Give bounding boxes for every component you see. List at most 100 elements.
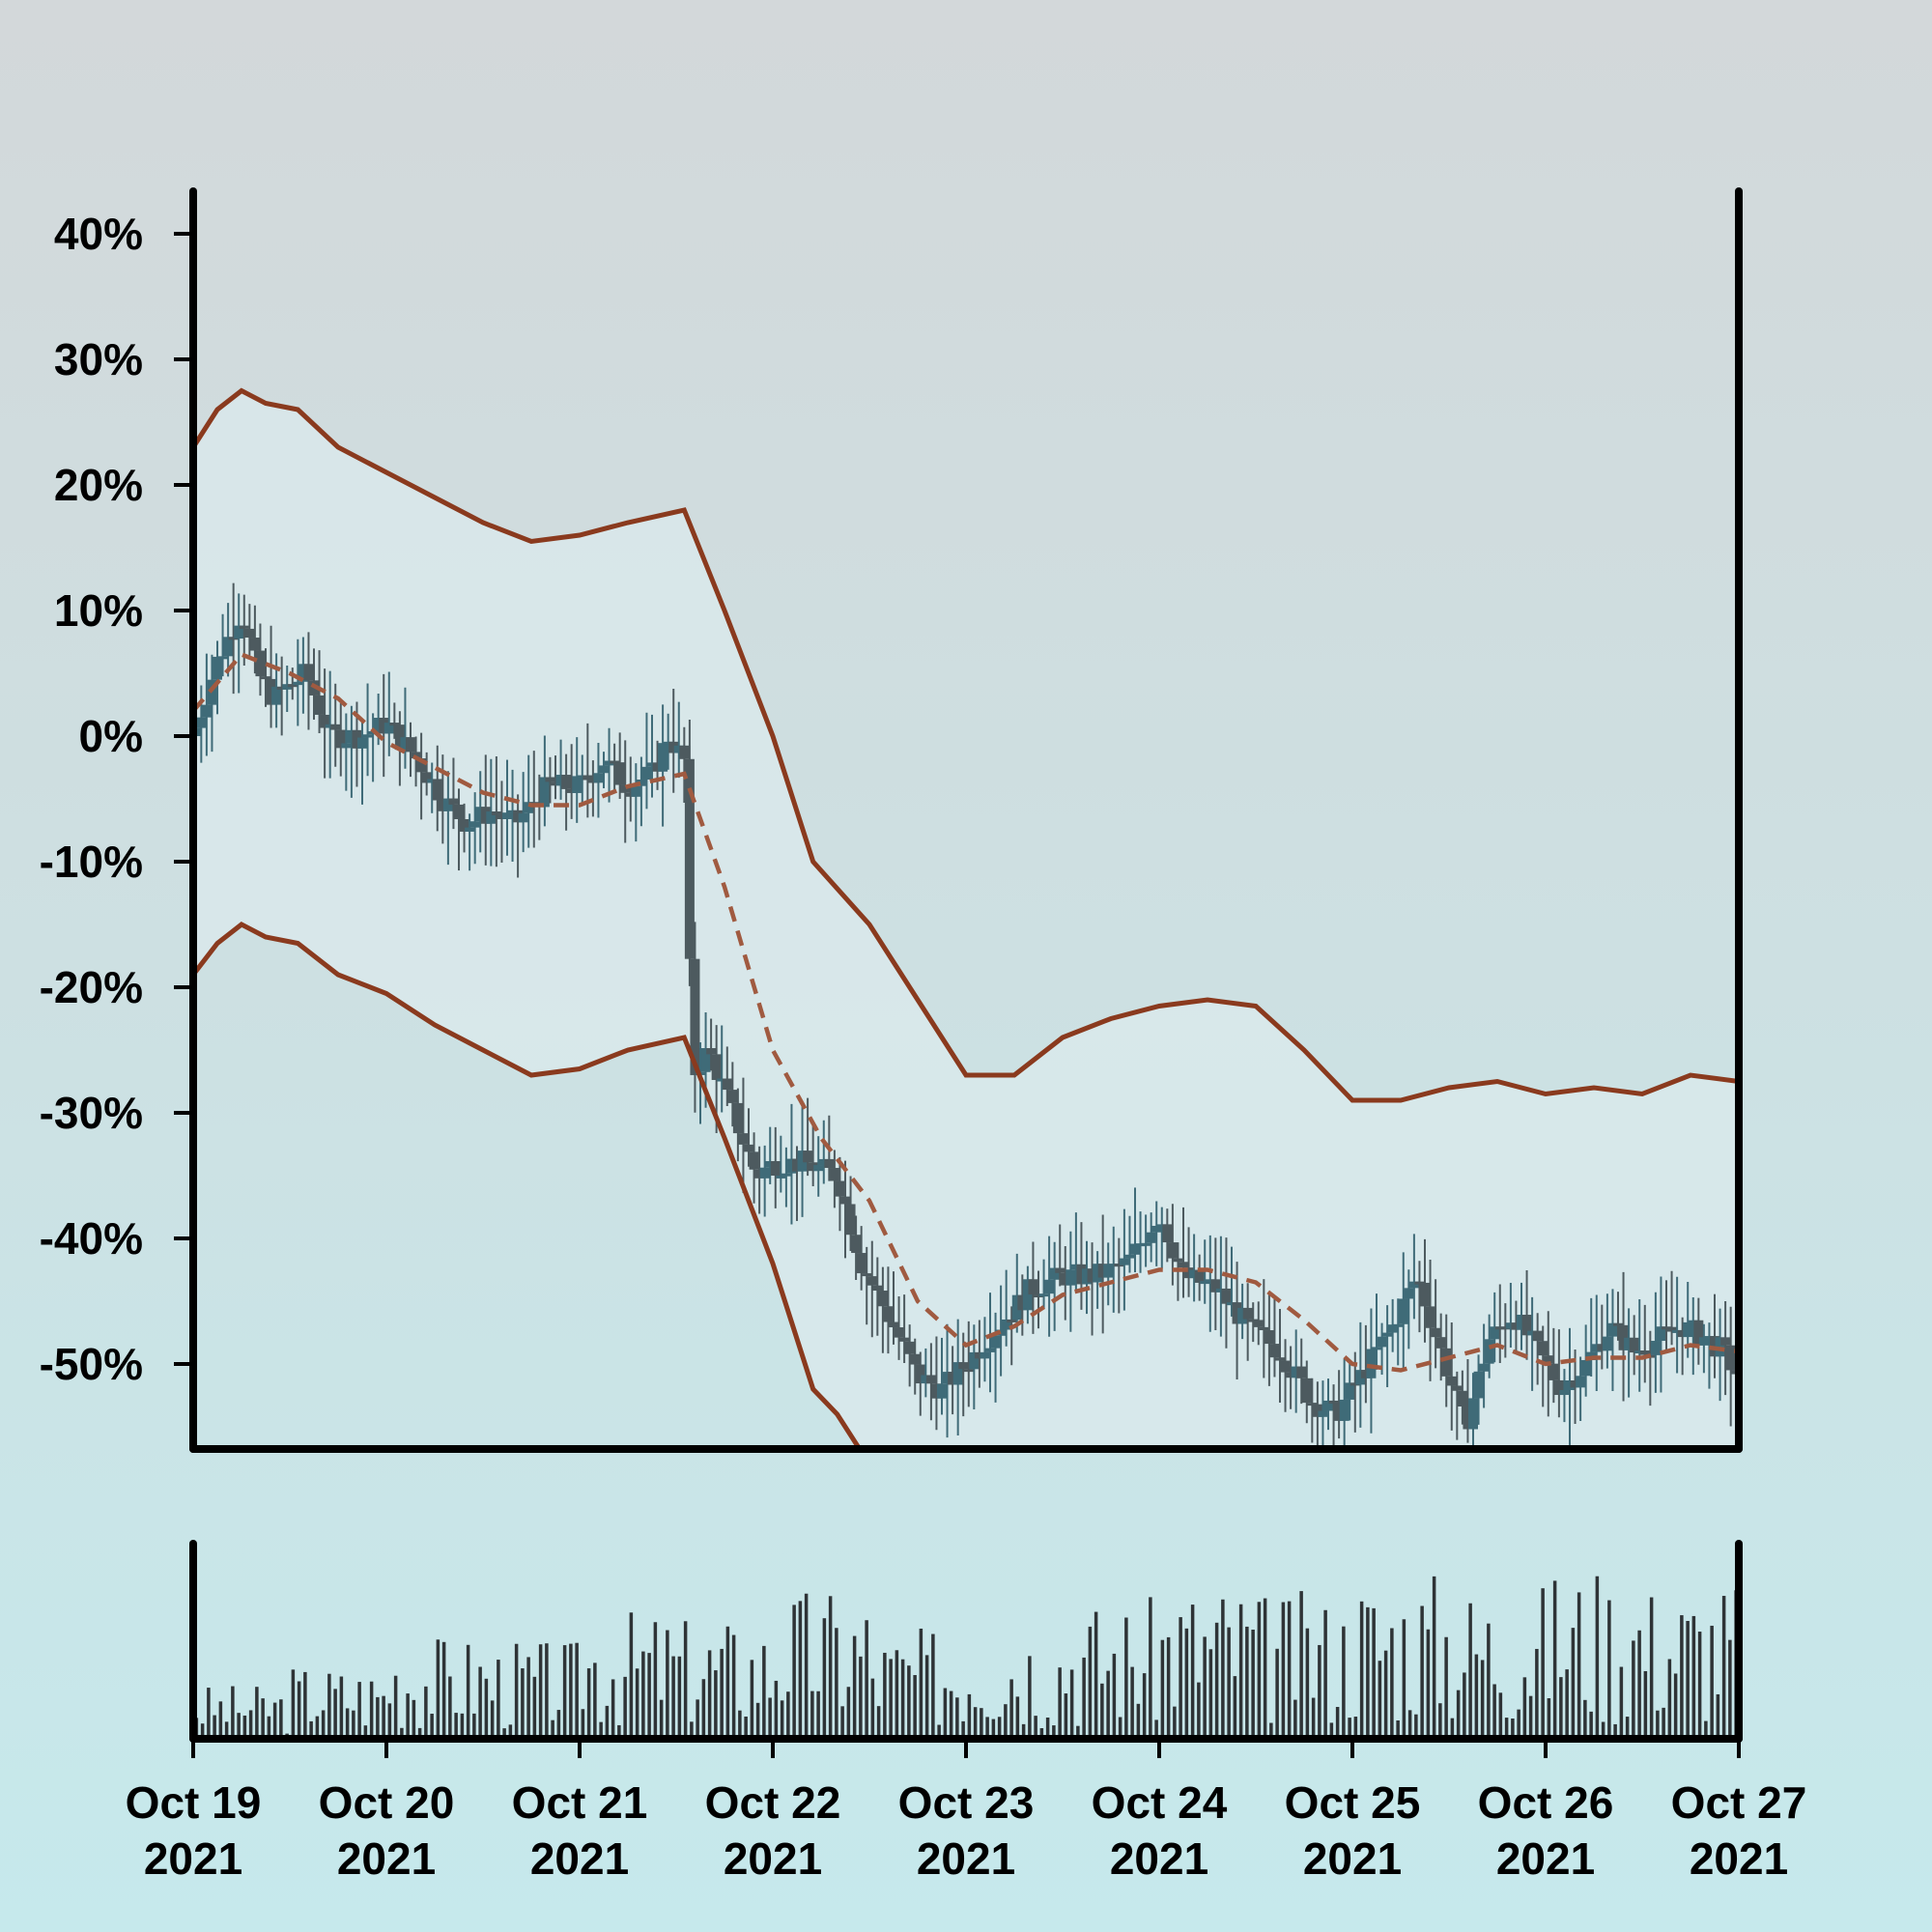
volume-bar — [714, 1670, 718, 1739]
volume-bar — [1656, 1710, 1660, 1739]
candle — [448, 757, 459, 830]
volume-bar — [490, 1700, 495, 1739]
candle — [1408, 1234, 1419, 1320]
candle — [524, 754, 534, 848]
candle — [497, 781, 507, 863]
x-tick-label-date: Oct 19 — [126, 1777, 262, 1828]
volume-bar — [575, 1642, 579, 1739]
volume-bar — [731, 1634, 736, 1739]
candle — [679, 726, 690, 804]
candle — [545, 756, 555, 804]
candle — [555, 739, 566, 800]
volume-bar — [213, 1715, 216, 1739]
candle — [738, 1077, 749, 1193]
candle — [614, 732, 625, 799]
candle — [566, 744, 577, 819]
candle — [228, 582, 239, 695]
volume-bar — [696, 1699, 699, 1739]
candle — [840, 1160, 850, 1259]
x-tick-label-year: 2021 — [144, 1833, 242, 1884]
candle — [925, 1343, 936, 1421]
candle — [851, 1215, 862, 1281]
volume-bar — [514, 1643, 519, 1739]
candle — [1296, 1338, 1307, 1405]
candle — [346, 705, 356, 798]
volume-bar — [895, 1650, 899, 1739]
candle — [1205, 1235, 1215, 1332]
volume-bar — [1233, 1676, 1237, 1739]
candle — [985, 1293, 995, 1393]
candle — [465, 813, 475, 871]
candle — [1275, 1309, 1285, 1403]
candle — [668, 688, 679, 793]
candle — [808, 1122, 818, 1187]
volume-bar — [393, 1675, 398, 1739]
volume-bar — [1112, 1653, 1117, 1739]
candle — [276, 656, 287, 736]
volume-bar — [1511, 1719, 1515, 1739]
volume-bar — [272, 1702, 277, 1739]
volume-bar — [255, 1687, 259, 1739]
candle — [1183, 1227, 1194, 1297]
candle — [754, 1146, 765, 1214]
volume-bar — [352, 1710, 355, 1739]
candle — [690, 922, 700, 1113]
volume-bar — [556, 1710, 561, 1739]
candle — [969, 1324, 980, 1410]
volume-bar — [224, 1721, 229, 1739]
volume-bar — [1311, 1697, 1316, 1739]
volume-bar — [635, 1668, 639, 1739]
candle — [1672, 1276, 1683, 1374]
candle — [1500, 1303, 1511, 1358]
candle — [572, 737, 582, 823]
volume-bar — [242, 1715, 247, 1739]
volume-bar — [1359, 1601, 1364, 1739]
volume-bar — [666, 1630, 669, 1739]
candle — [406, 722, 415, 778]
candle — [1093, 1251, 1103, 1309]
candle — [732, 1088, 743, 1162]
candle — [1511, 1300, 1521, 1355]
candle — [249, 605, 260, 674]
candle — [727, 1062, 738, 1127]
volume-bar — [345, 1708, 350, 1739]
candle — [357, 721, 367, 805]
x-tick-label-date: Oct 25 — [1285, 1777, 1421, 1828]
candle — [1076, 1222, 1087, 1310]
candle — [480, 754, 491, 866]
candle — [1065, 1231, 1076, 1332]
volume-bar — [810, 1690, 814, 1739]
volume-bar — [448, 1676, 452, 1739]
candle — [1156, 1207, 1167, 1269]
candle — [1650, 1292, 1661, 1393]
volume-bar — [1058, 1667, 1062, 1739]
volume-bar — [1420, 1605, 1424, 1739]
candle — [1097, 1214, 1108, 1334]
candle — [1629, 1315, 1639, 1376]
volume-bar — [1432, 1576, 1436, 1739]
candle — [1576, 1356, 1586, 1422]
candle — [1323, 1378, 1333, 1431]
volume-bar — [484, 1678, 489, 1739]
volume-bar — [1577, 1592, 1581, 1739]
volume-bar — [798, 1601, 803, 1739]
volume-bar — [725, 1626, 730, 1739]
volume-bar — [1034, 1716, 1037, 1739]
candle — [442, 771, 453, 866]
volume-bar — [738, 1710, 742, 1739]
candle — [314, 650, 325, 733]
volume-bar — [883, 1652, 887, 1739]
candle — [1345, 1362, 1355, 1421]
candle — [1049, 1241, 1060, 1331]
volume-bar — [532, 1676, 537, 1739]
volume-bar — [1571, 1628, 1576, 1739]
candle — [1597, 1304, 1607, 1370]
candle — [610, 743, 620, 793]
volume-bar — [720, 1648, 724, 1739]
candle — [1151, 1201, 1162, 1266]
volume-bar — [804, 1593, 809, 1739]
candle — [625, 756, 636, 822]
candle — [1505, 1283, 1516, 1349]
candle — [883, 1266, 894, 1354]
candle — [1001, 1269, 1011, 1347]
